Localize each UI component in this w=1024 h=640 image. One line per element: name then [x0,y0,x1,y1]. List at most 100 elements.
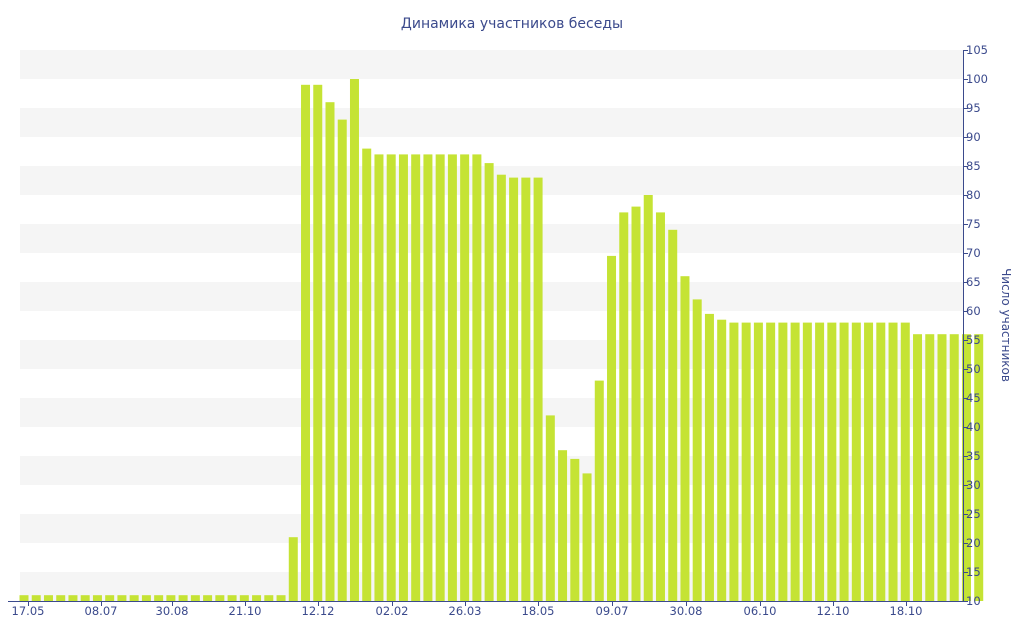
bar [545,415,555,601]
bar [839,322,849,601]
y-tick-label: 30 [966,478,981,492]
y-tick-label: 85 [966,159,981,173]
bar [949,334,959,601]
bar [509,177,519,601]
y-tick-label: 100 [966,72,988,86]
bar [778,322,788,601]
bar [692,299,702,601]
bar [827,322,837,601]
bar [521,177,531,601]
y-tick-label: 50 [966,362,981,376]
bar [704,313,714,601]
bar [423,154,433,601]
bar [655,212,665,601]
bar [227,595,237,601]
bar [166,595,176,601]
bar [178,595,188,601]
axes [8,50,964,602]
bar [141,595,151,601]
bar [252,595,262,601]
y-tick-label: 15 [966,565,981,579]
y-tick-label: 90 [966,130,981,144]
bar [496,174,506,601]
bar [190,595,200,601]
bar [913,334,923,601]
bar [105,595,115,601]
bar [790,322,800,601]
bar [398,154,408,601]
bar [215,595,225,601]
bar [19,595,29,601]
x-tick-label: 09.07 [596,604,629,618]
x-tick-label: 30.08 [670,604,703,618]
x-tick-label: 12.10 [817,604,850,618]
x-tick-label: 18.10 [890,604,923,618]
bar [92,595,102,601]
bar [386,154,396,601]
y-tick-label: 95 [966,101,981,115]
bar [729,322,739,601]
x-tick-label: 21.10 [229,604,262,618]
x-tick-label: 06.10 [744,604,777,618]
bar [802,322,812,601]
x-tick-label: 17.05 [12,604,45,618]
y-tick-label: 55 [966,333,981,347]
y-tick-label: 65 [966,275,981,289]
bar [961,334,971,601]
bar [864,322,874,601]
y-ticks: 10 15 20 25 30 35 40 45 50 55 60 65 70 75 80 85 90 95 100 1… [963,43,988,608]
bar [484,163,494,601]
bar [447,154,457,601]
bar [374,154,384,601]
bar [68,595,78,601]
y-tick-label: 20 [966,536,981,550]
y-tick-label: 70 [966,246,981,260]
bar [80,595,90,601]
bar [753,322,763,601]
bar [533,177,543,601]
bar [117,595,127,601]
bar [362,148,372,601]
bar [435,154,445,601]
y-tick-label: 10 [966,594,981,608]
bar [558,450,568,601]
y-tick-label: 60 [966,304,981,318]
bar [31,595,41,601]
x-tick-label: 26.03 [449,604,482,618]
bar [570,458,580,601]
bar [325,102,335,601]
bar [851,322,861,601]
bar [631,206,641,601]
bar [974,334,984,601]
grid-band [20,108,963,137]
bars [19,79,984,602]
bar [56,595,66,601]
bar [643,195,653,601]
bar [301,84,311,602]
x-ticks: 17.05 08.07 30.08 21.10 12.12 02.02 26.03 18.05… [12,601,923,618]
bar [288,537,298,601]
y-tick-label: 25 [966,507,981,521]
bar [460,154,470,601]
bar [264,595,274,601]
bar [349,79,359,601]
y-axis-label: Число участников [999,268,1013,382]
y-tick-label: 35 [966,449,981,463]
bar [876,322,886,601]
bar [717,319,727,601]
bar [888,322,898,601]
bar [741,322,751,601]
bar [276,595,286,601]
bar [337,119,347,601]
bar [239,595,249,601]
y-tick-label: 40 [966,420,981,434]
bar [619,212,629,601]
y-tick-label: 45 [966,391,981,405]
bar [925,334,935,601]
bar [203,595,213,601]
y-tick-label: 75 [966,217,981,231]
bar [43,595,53,601]
x-tick-label: 08.07 [85,604,118,618]
